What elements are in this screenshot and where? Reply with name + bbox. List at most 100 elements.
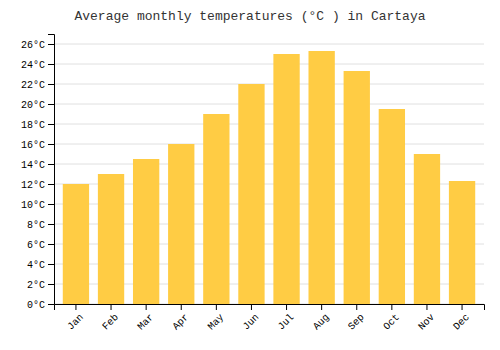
- tick-mark: [391, 304, 392, 310]
- tick: 24°C: [21, 60, 54, 71]
- tick: Dec: [451, 304, 472, 332]
- tick: 14°C: [21, 160, 54, 171]
- plot: 0°C 2°C 4°C 6°C 8°C 10°C 12°C 14°C 16°C 18°C 20°C 2…: [21, 35, 485, 333]
- tick-mark: [426, 304, 427, 310]
- tick-label: 18°C: [21, 120, 45, 131]
- tick: 18°C: [21, 120, 54, 131]
- bar: [308, 51, 334, 304]
- tick-label: 26°C: [21, 40, 45, 51]
- tick-mark: [48, 144, 54, 145]
- tick-label: Apr: [171, 312, 192, 333]
- tick: 20°C: [21, 100, 54, 111]
- grid-line: [54, 104, 484, 105]
- tick-mark: [48, 264, 54, 265]
- tick-mark: [216, 304, 217, 310]
- tick-label: 22°C: [21, 80, 45, 91]
- tick: Mar: [136, 304, 157, 332]
- tick-mark: [48, 104, 54, 105]
- tick-mark: [146, 304, 147, 310]
- tick-label: Sep: [346, 312, 367, 333]
- x-axis: Jan Feb Mar Apr May Jun Jul Aug Sep Oct Nov Dec: [55, 304, 485, 332]
- tick-mark: [48, 244, 54, 245]
- tick-mark: [48, 44, 54, 45]
- tick-mark: [286, 304, 287, 310]
- tick-mark: [75, 304, 76, 310]
- tick: 16°C: [21, 140, 54, 151]
- tick-mark: [321, 304, 322, 310]
- tick: 26°C: [21, 40, 54, 51]
- tick: Aug: [311, 304, 332, 332]
- tick-label: 12°C: [21, 180, 45, 191]
- tick-label: Feb: [100, 312, 121, 333]
- tick: May: [206, 304, 227, 332]
- tick: 4°C: [27, 260, 54, 271]
- tick: Sep: [346, 304, 367, 332]
- grid-line: [54, 84, 484, 85]
- tick-label: 14°C: [21, 160, 45, 171]
- tick: Oct: [381, 304, 402, 332]
- tick-mark: [48, 304, 54, 305]
- bar: [203, 114, 229, 304]
- tick-mark: [48, 64, 54, 65]
- tick-label: 24°C: [21, 60, 45, 71]
- tick: 22°C: [21, 80, 54, 91]
- tick: Apr: [171, 304, 192, 332]
- tick-label: 2°C: [27, 280, 45, 291]
- y-axis: 0°C 2°C 4°C 6°C 8°C 10°C 12°C 14°C 16°C 18°C 20°C 2…: [21, 35, 55, 311]
- tick: Feb: [100, 304, 121, 332]
- chart: 0°C 2°C 4°C 6°C 8°C 10°C 12°C 14°C 16°C 18°C 20°C 2…: [0, 0, 500, 350]
- tick-label: Jun: [241, 312, 262, 333]
- tick-label: Mar: [136, 312, 157, 333]
- tick-mark: [111, 304, 112, 310]
- grid-line: [54, 44, 484, 45]
- bar: [63, 184, 89, 304]
- title: Average monthly temperatures (°C ) in Ca…: [74, 9, 425, 24]
- tick-label: May: [206, 312, 227, 333]
- tick-label: Nov: [416, 312, 437, 333]
- bar: [98, 174, 124, 304]
- bar: [273, 54, 299, 304]
- bar: [168, 144, 194, 304]
- tick-mark: [48, 184, 54, 185]
- bar: [449, 181, 475, 304]
- tick-mark: [48, 284, 54, 285]
- axis-line: [48, 35, 55, 305]
- grid-line: [54, 144, 484, 145]
- tick: 10°C: [21, 200, 54, 211]
- bar: [344, 71, 370, 304]
- tick: 0°C: [27, 300, 54, 311]
- tick-label: 6°C: [27, 240, 45, 251]
- bar: [133, 159, 159, 304]
- bar: [379, 109, 405, 304]
- tick-mark: [48, 224, 54, 225]
- bars: [63, 51, 475, 304]
- tick-label: Dec: [451, 312, 472, 333]
- tick: 12°C: [21, 180, 54, 191]
- tick-label: 4°C: [27, 260, 45, 271]
- bar: [414, 154, 440, 304]
- tick-label: 10°C: [21, 200, 45, 211]
- tick-mark: [251, 304, 252, 310]
- tick: Jan: [65, 304, 86, 332]
- tick-mark: [356, 304, 357, 310]
- tick-label: Aug: [311, 312, 332, 333]
- axis-line: [55, 305, 485, 311]
- tick: 6°C: [27, 240, 54, 251]
- grid-line: [54, 124, 484, 125]
- tick: 8°C: [27, 220, 54, 231]
- tick-mark: [48, 164, 54, 165]
- tick-label: Oct: [381, 312, 402, 333]
- tick: 2°C: [27, 280, 54, 291]
- bar: [238, 84, 264, 304]
- tick-label: 8°C: [27, 220, 45, 231]
- tick-mark: [48, 124, 54, 125]
- tick-label: 20°C: [21, 100, 45, 111]
- tick-label: 0°C: [27, 300, 45, 311]
- tick-label: 16°C: [21, 140, 45, 151]
- tick: Jul: [276, 304, 297, 332]
- tick-label: Jan: [65, 312, 86, 333]
- tick-mark: [48, 84, 54, 85]
- tick: Jun: [241, 304, 262, 332]
- tick-mark: [181, 304, 182, 310]
- grid: [54, 44, 484, 304]
